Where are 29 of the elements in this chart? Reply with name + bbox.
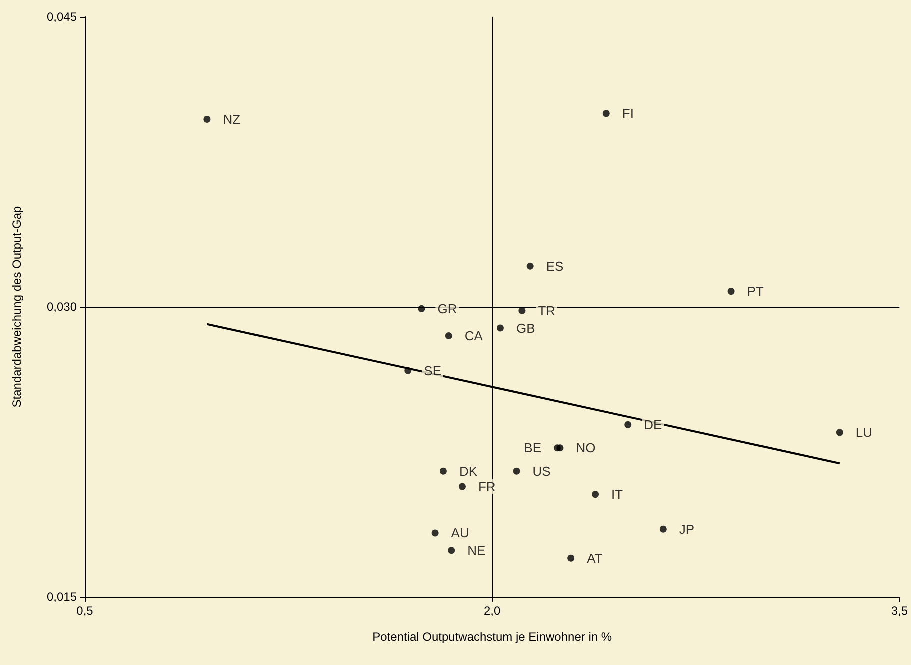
annotation: DE [644, 417, 662, 432]
annotation: BE [524, 440, 542, 456]
annotation: CA [464, 328, 484, 344]
x-tick-label: 3,5 [891, 604, 908, 618]
y-tick-label: 0,015 [46, 590, 78, 604]
y-tick-label: 0,030 [46, 300, 78, 314]
y-axis-title: Standardabweichung des Output-Gap [10, 206, 24, 408]
annotation: JP [679, 522, 695, 537]
annotation: PT [747, 284, 764, 300]
annotation: IT [612, 487, 624, 502]
annotation: GR [438, 301, 458, 316]
annotation: GB [516, 320, 536, 336]
annotation: DK [459, 464, 478, 479]
annotation: AT [587, 550, 603, 566]
annotation: NO [576, 440, 596, 456]
annotation: NE [468, 543, 486, 558]
annotation: FI [622, 106, 634, 122]
annotation: FR [478, 479, 496, 494]
x-tick-label: 0,5 [76, 604, 94, 618]
x-axis-title: Potential Outputwachstum je Einwohner in % [372, 630, 612, 644]
annotation: US [532, 464, 552, 479]
annotation: AU [451, 526, 470, 541]
annotation: SE [424, 363, 442, 378]
x-tick-label: 2,0 [484, 604, 501, 618]
annotation: LU [856, 425, 873, 440]
annotation: NZ [223, 112, 241, 127]
annotation: ES [546, 258, 564, 274]
annotation: TR [538, 303, 556, 318]
y-tick-label: 0,045 [46, 10, 78, 24]
